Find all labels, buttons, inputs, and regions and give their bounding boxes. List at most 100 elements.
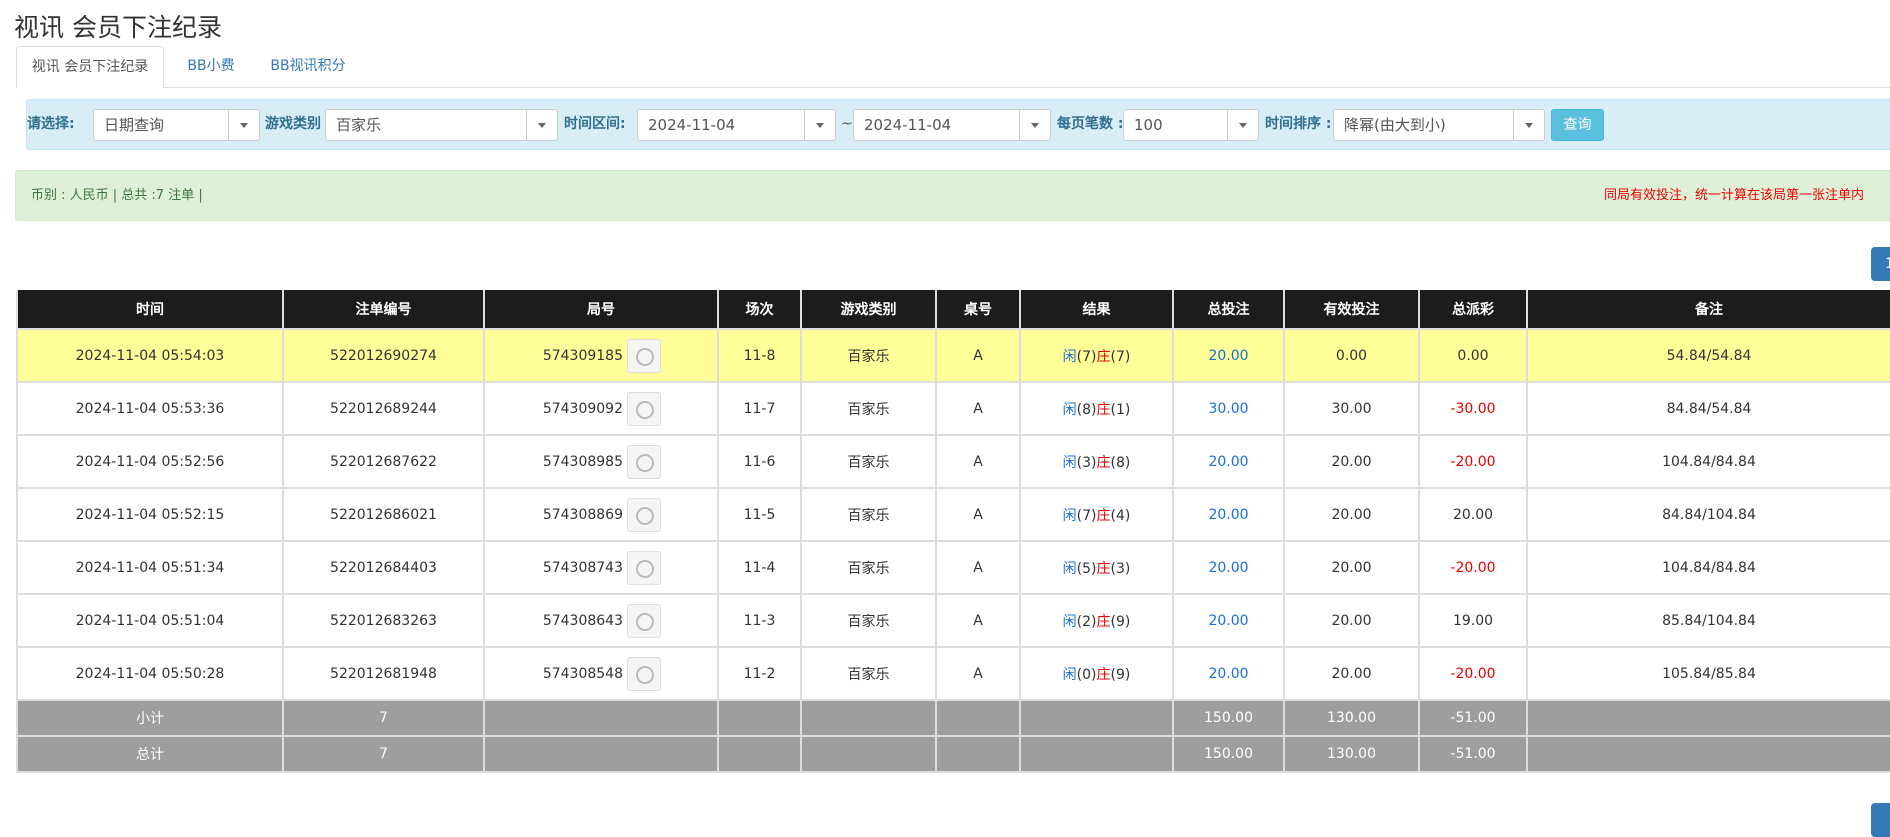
result-part: (9) — [1110, 613, 1131, 630]
select-arrow — [526, 110, 557, 140]
select-arrow — [228, 110, 259, 140]
table-cell: 百家乐 — [800, 540, 937, 595]
result-part: (4) — [1110, 507, 1131, 524]
filter-select[interactable]: 100 — [1123, 109, 1259, 141]
result-part: 庄 — [1096, 401, 1111, 418]
result-part: 庄 — [1096, 613, 1111, 630]
table-cell: A — [935, 434, 1021, 489]
result-part: 庄 — [1096, 454, 1111, 471]
replay-icon[interactable] — [627, 391, 661, 426]
total-cell: 7 — [282, 735, 485, 773]
page-button-bottom[interactable] — [1871, 803, 1890, 837]
bet-row: 2024-11-04 05:50:28 522012681948 574308548… — [16, 646, 1890, 701]
table-cell: 2024-11-04 05:52:15 — [16, 487, 284, 542]
table-cell: 20.00 — [1283, 593, 1420, 648]
tab[interactable]: BB小费 — [187, 58, 235, 74]
round-cell: 574308743 — [483, 540, 719, 595]
result-part: (1) — [1110, 401, 1131, 418]
table-cell: 84.84/54.84 — [1526, 381, 1890, 436]
empty-cell — [1526, 699, 1890, 737]
bet-row: 2024-11-04 05:51:34 522012684403 574308743… — [16, 540, 1890, 595]
result-part: (9) — [1110, 666, 1131, 683]
result-cell: 闲(8)庄(1) — [1019, 381, 1174, 436]
table-cell: 11-8 — [717, 328, 802, 383]
bet-row: 2024-11-04 05:54:03 522012690274 574309185… — [16, 328, 1890, 383]
filter-label: 每页笔数 : — [1057, 116, 1124, 132]
select-arrow — [1227, 110, 1258, 140]
table-cell: -20.00 — [1418, 646, 1528, 701]
table-cell: A — [935, 540, 1021, 595]
page-button[interactable]: 1 — [1871, 247, 1890, 281]
table-cell: 104.84/84.84 — [1526, 434, 1890, 489]
filter-label: 游戏类别 — [265, 116, 321, 132]
result-part: (7) — [1076, 507, 1097, 524]
result-part: 闲 — [1062, 560, 1077, 577]
page-title: 视讯 会员下注纪录 — [14, 13, 222, 42]
result-part: 庄 — [1096, 666, 1111, 683]
filter-select[interactable]: 2024-11-04 — [853, 109, 1051, 141]
replay-icon[interactable] — [627, 603, 661, 638]
tab[interactable]: BB视讯积分 — [270, 58, 346, 74]
table-cell: 522012681948 — [282, 646, 485, 701]
table-cell: 105.84/85.84 — [1526, 646, 1890, 701]
table-cell: 2024-11-04 05:53:36 — [16, 381, 284, 436]
round-number: 574309092 — [542, 400, 623, 417]
table-cell: 522012690274 — [282, 328, 485, 383]
table-cell: 11-6 — [717, 434, 802, 489]
result-part: 闲 — [1062, 348, 1077, 365]
result-cell: 闲(0)庄(9) — [1019, 646, 1174, 701]
result-part: 闲 — [1062, 666, 1077, 683]
empty-cell — [717, 735, 802, 773]
table-cell: 百家乐 — [800, 328, 937, 383]
table-cell: 百家乐 — [800, 381, 937, 436]
replay-icon[interactable] — [627, 497, 661, 532]
result-part: (8) — [1110, 454, 1131, 471]
table-cell: 19.00 — [1418, 593, 1528, 648]
subtotal-cell: 7 — [282, 699, 485, 737]
round-cell: 574309092 — [483, 381, 719, 436]
replay-icon[interactable] — [627, 338, 661, 373]
table-cell: 20.00 — [1172, 328, 1285, 383]
subtotal-row: 小计 7 150.00 130.00 -51.00 — [16, 699, 1890, 737]
table-cell: 百家乐 — [800, 593, 937, 648]
replay-icon[interactable] — [627, 656, 661, 691]
filter-select[interactable]: 2024-11-04 — [637, 109, 836, 141]
empty-cell — [1019, 735, 1174, 773]
result-part: (3) — [1110, 560, 1131, 577]
table-cell: 20.00 — [1283, 540, 1420, 595]
table-cell: 百家乐 — [800, 434, 937, 489]
column-header: 时间 — [16, 290, 284, 330]
table-cell: 2024-11-04 05:51:34 — [16, 540, 284, 595]
table-cell: 85.84/104.84 — [1526, 593, 1890, 648]
table-cell: 20.00 — [1283, 434, 1420, 489]
filter-select[interactable]: 百家乐 — [325, 109, 558, 141]
table-cell: 0.00 — [1283, 328, 1420, 383]
query-button[interactable]: 查询 — [1551, 109, 1604, 141]
table-cell: -20.00 — [1418, 434, 1528, 489]
round-cell: 574308548 — [483, 646, 719, 701]
replay-icon[interactable] — [627, 444, 661, 479]
table-cell: A — [935, 646, 1021, 701]
subtotal-cell: 小计 — [16, 699, 284, 737]
table-cell: 522012684403 — [282, 540, 485, 595]
table-cell: 2024-11-04 05:50:28 — [16, 646, 284, 701]
table-cell: 20.00 — [1172, 487, 1285, 542]
filter-select[interactable]: 降幂(由大到小) — [1333, 109, 1545, 141]
summary-bar: 币别 : 人民币 | 总共 :7 注单 | 同局有效投注，统一计算在该局第一张注… — [15, 170, 1890, 221]
empty-cell — [935, 699, 1021, 737]
round-cell: 574309185 — [483, 328, 719, 383]
result-part: (5) — [1076, 560, 1097, 577]
total-cell: -51.00 — [1418, 735, 1528, 773]
empty-cell — [1019, 699, 1174, 737]
table-cell: 20.00 — [1172, 434, 1285, 489]
result-part: 庄 — [1096, 507, 1111, 524]
column-header: 有效投注 — [1283, 290, 1420, 330]
replay-icon[interactable] — [627, 550, 661, 585]
filter-select[interactable]: 日期查询 — [93, 109, 260, 141]
tab[interactable]: 视讯 会员下注纪录 — [16, 46, 164, 89]
total-row: 总计 7 150.00 130.00 -51.00 — [16, 735, 1890, 773]
round-number: 574308643 — [542, 612, 623, 629]
range-separator: ~ — [841, 116, 853, 132]
result-part: 闲 — [1062, 507, 1077, 524]
result-part: (8) — [1076, 401, 1097, 418]
